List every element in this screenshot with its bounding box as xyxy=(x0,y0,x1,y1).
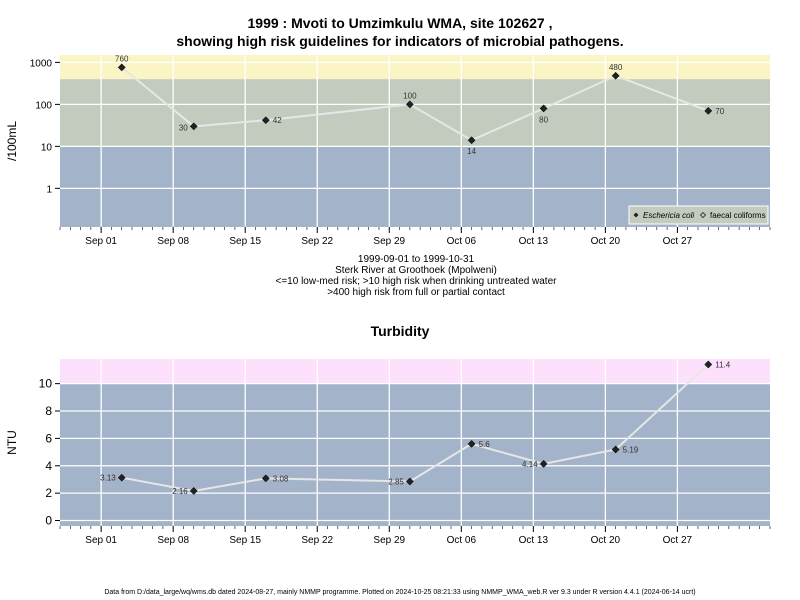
panel1-data-label: 80 xyxy=(539,115,548,124)
panel1-data-point xyxy=(405,100,414,109)
panel2-x-tick-label: Oct 13 xyxy=(519,535,549,546)
panel2-x-tick-label: Sep 15 xyxy=(229,535,261,546)
panel2-x-tick-label: Oct 27 xyxy=(663,535,693,546)
panel1-y-axis-title: /100mL xyxy=(5,121,19,161)
panel1-x-tick-label: Oct 20 xyxy=(591,236,621,247)
panel2-y-axis-title: NTU xyxy=(5,430,19,455)
panel1-data-point xyxy=(611,71,620,80)
panel2-data-label: 2.16 xyxy=(172,487,188,496)
panel2-data-point xyxy=(611,445,620,454)
panel2-data-label: 3.08 xyxy=(273,474,289,483)
panel1-x-tick-label: Sep 08 xyxy=(157,236,189,247)
panel1-legend-ecoli-marker xyxy=(633,212,639,218)
panel2-x-tick-label: Oct 06 xyxy=(447,535,477,546)
panel1-legend-box xyxy=(628,205,769,225)
footer-note: Data from D:/data_large/wq/wms.db dated … xyxy=(104,589,696,596)
turbidity-title: Turbidity xyxy=(370,323,430,339)
panel1-data-point xyxy=(539,104,548,113)
panel2-data-point xyxy=(539,459,548,468)
drinking-risk-caption: <=10 low-med risk; >10 high risk when dr… xyxy=(275,276,557,287)
panel1-y-tick-label: 100 xyxy=(35,100,52,111)
panel2-x-tick-label: Sep 01 xyxy=(85,535,117,546)
panel1-x-tick-label: Oct 13 xyxy=(519,236,549,247)
panel1-risk-band xyxy=(60,55,770,80)
panel1-x-tick-label: Sep 01 xyxy=(85,236,117,247)
panel1-legend-faecal-label: faecal coliforms xyxy=(710,211,766,220)
panel1-x-tick-label: Sep 29 xyxy=(373,236,405,247)
panel1-data-point xyxy=(704,106,713,115)
panel2-data-label: 3.13 xyxy=(100,474,116,483)
panel2-data-point xyxy=(189,487,198,495)
panel1-data-label: 100 xyxy=(403,91,417,100)
panel1-legend-faecal-marker xyxy=(699,211,707,219)
panel2-data-label: 11.4 xyxy=(715,360,731,369)
chart-title-line2: showing high risk guidelines for indicat… xyxy=(176,33,624,49)
panel2-data-point xyxy=(261,474,270,483)
panel1-data-label: 14 xyxy=(467,147,476,156)
panel2-y-tick-label: 2 xyxy=(45,486,52,500)
panel2-y-tick-label: 8 xyxy=(45,404,52,418)
panel1-x-tick-label: Oct 06 xyxy=(447,236,477,247)
panel2-data-point xyxy=(704,360,713,369)
panel1-y-tick-label: 10 xyxy=(41,142,53,153)
panel1-data-label: 70 xyxy=(715,107,724,116)
panel2-x-tick-label: Oct 20 xyxy=(591,535,621,546)
panel2-x-tick-label: Sep 22 xyxy=(301,535,333,546)
panel1-data-label: 42 xyxy=(273,116,282,125)
panel2-data-label: 2.85 xyxy=(388,478,404,487)
panel2-data-label: 5.6 xyxy=(479,440,491,449)
contact-risk-caption: >400 high risk from full or partial cont… xyxy=(327,287,505,298)
panel1-data-point xyxy=(467,136,476,145)
panel1-y-tick-label: 1 xyxy=(46,184,52,195)
date-range-caption: 1999-09-01 to 1999-10-31 xyxy=(357,254,475,265)
panel1-data-label: 30 xyxy=(179,123,188,132)
panel1-x-tick-label: Sep 15 xyxy=(229,236,261,247)
panel2-risk-band xyxy=(60,359,770,384)
panel1-data-point xyxy=(117,63,126,72)
chart-title-line1: 1999 : Mvoti to Umzimkulu WMA, site 1026… xyxy=(247,15,553,31)
panel2-x-tick-label: Sep 29 xyxy=(373,535,405,546)
panel2-y-tick-label: 0 xyxy=(45,514,52,528)
panel2-data-point xyxy=(405,477,414,486)
panel2-y-tick-label: 6 xyxy=(45,431,52,445)
panel2-series-line xyxy=(121,363,709,492)
panel2-data-point xyxy=(117,473,126,482)
panel1-x-tick-label: Sep 22 xyxy=(301,236,333,247)
panel1-legend-ecoli-label: Eschericia coli xyxy=(643,211,694,220)
panel1-y-tick-label: 1000 xyxy=(30,58,53,69)
panel1-x-tick-label: Oct 27 xyxy=(663,236,693,247)
panel1-data-point xyxy=(261,116,270,125)
panel2-risk-band xyxy=(60,383,770,526)
panel1-series-line xyxy=(121,66,709,142)
panel2-y-tick-label: 4 xyxy=(45,459,52,473)
panel1-risk-band xyxy=(60,79,770,147)
panel2-data-label: 5.19 xyxy=(623,445,639,454)
panel2-y-tick-label: 10 xyxy=(39,377,53,391)
panel2-data-point xyxy=(467,439,476,448)
panel1-data-label: 760 xyxy=(115,54,129,63)
panel2-x-tick-label: Sep 08 xyxy=(157,535,189,546)
panel1-data-point xyxy=(189,122,198,131)
panel1-data-label: 480 xyxy=(609,63,623,72)
panel2-data-label: 4.14 xyxy=(522,460,538,469)
site-caption: Sterk River at Groothoek (Mpolweni) xyxy=(335,265,497,276)
